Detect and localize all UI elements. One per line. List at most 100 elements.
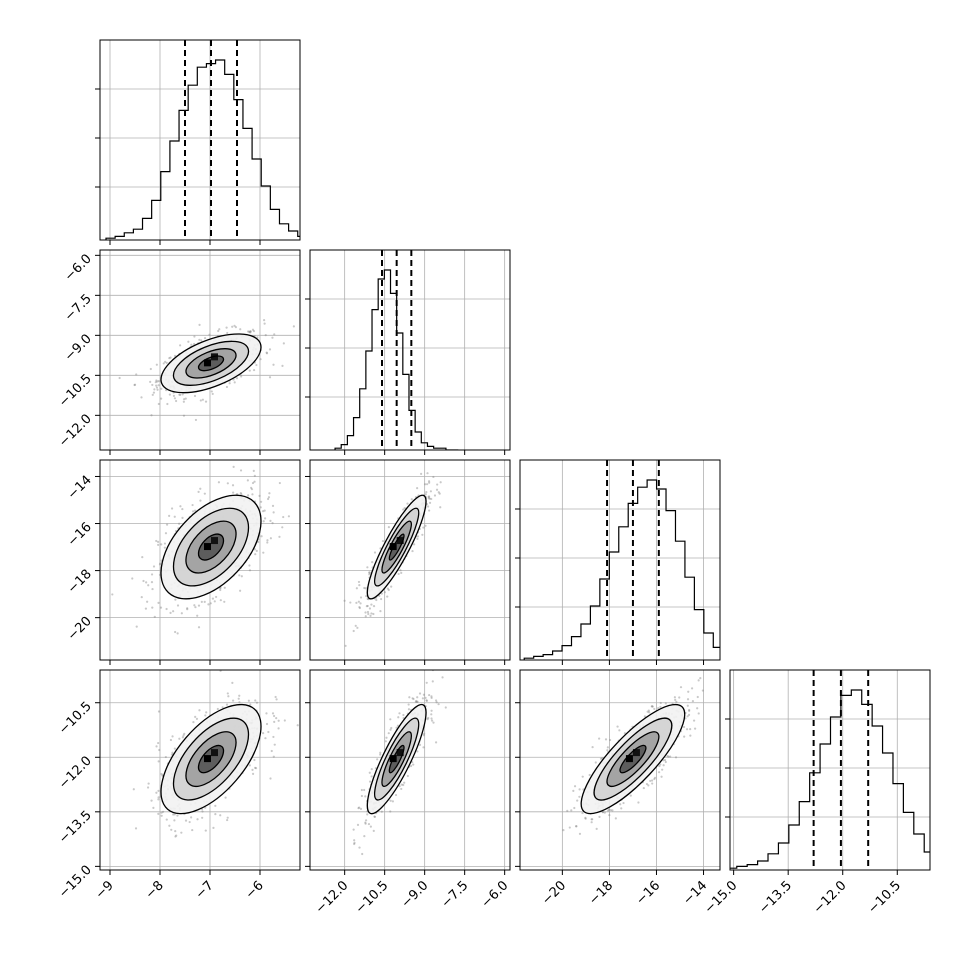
sample-point	[182, 398, 186, 401]
sample-point	[209, 602, 212, 605]
sample-point	[262, 551, 265, 554]
sample-point	[380, 592, 383, 595]
sample-point	[373, 551, 377, 554]
sample-point	[588, 773, 591, 777]
sample-point	[606, 809, 610, 812]
sample-point	[427, 495, 430, 498]
sample-point	[192, 510, 195, 513]
sample-point	[231, 325, 234, 328]
sample-point	[162, 810, 165, 813]
sample-point	[606, 746, 609, 749]
sample-point	[390, 585, 393, 588]
sample-point	[622, 801, 625, 805]
contour-line	[388, 744, 405, 774]
sample-point	[363, 788, 366, 792]
sample-point	[155, 791, 158, 794]
contour-line	[160, 703, 262, 815]
sample-point	[688, 709, 691, 712]
sample-point	[407, 708, 411, 711]
sample-point	[140, 596, 143, 599]
panel-frame	[99, 249, 301, 451]
sample-point	[572, 789, 575, 792]
sample-point	[221, 706, 224, 709]
sample-point	[426, 718, 429, 721]
sample-point	[379, 753, 382, 756]
y-tick-label: −7.5	[62, 292, 95, 325]
sample-point	[151, 393, 154, 396]
sample-point	[165, 607, 168, 611]
sample-point	[675, 700, 678, 703]
sample-point	[182, 414, 186, 417]
sample-point	[157, 798, 160, 801]
sample-point	[145, 581, 148, 584]
sample-point	[578, 788, 581, 791]
sample-point	[278, 481, 281, 485]
sample-point	[157, 812, 160, 815]
sample-point	[611, 809, 614, 812]
sample-point	[198, 323, 201, 327]
sample-point	[157, 402, 160, 406]
sample-point	[273, 720, 276, 724]
x-tick-label: −16	[633, 878, 663, 908]
sample-point	[397, 716, 400, 719]
sample-point	[142, 579, 145, 583]
sample-point	[253, 758, 256, 762]
sample-point	[282, 515, 285, 519]
histogram-panel: −15.0 −13.5 −12.0 −10.5	[702, 669, 931, 917]
density-peak	[204, 755, 211, 763]
sample-point	[201, 816, 204, 819]
sample-point	[424, 524, 427, 527]
sample-point	[264, 334, 267, 337]
sample-point	[357, 600, 360, 603]
sample-point	[629, 794, 632, 797]
sample-point	[369, 825, 372, 828]
sample-point	[418, 743, 422, 746]
sample-point	[604, 738, 608, 741]
sample-point	[155, 745, 158, 748]
sample-point	[159, 606, 163, 609]
sample-point	[384, 740, 387, 743]
sample-point	[168, 824, 171, 827]
sample-point	[266, 497, 270, 501]
sample-point	[178, 522, 181, 525]
sample-point	[258, 494, 261, 497]
scatter-panel: −20 −18 −16 −14	[65, 459, 301, 665]
sample-point	[432, 721, 435, 724]
sample-point	[210, 390, 213, 393]
sample-point	[386, 587, 390, 590]
sample-point	[584, 816, 587, 819]
sample-point	[373, 815, 376, 818]
x-tick-label: −15.0	[702, 878, 741, 917]
sample-point	[265, 352, 269, 355]
sample-point	[147, 782, 150, 785]
sample-point	[667, 755, 670, 758]
x-tick-label: −12.0	[313, 878, 352, 917]
sample-point	[132, 788, 135, 791]
sample-point	[618, 729, 621, 732]
sample-point	[208, 333, 211, 336]
sample-point	[215, 595, 218, 599]
sample-point	[247, 330, 250, 333]
sample-point	[415, 700, 418, 703]
x-tick-label: −18	[586, 878, 616, 908]
sample-point	[379, 547, 382, 550]
sample-point	[233, 381, 236, 384]
sample-point	[673, 696, 676, 699]
sample-point	[174, 630, 177, 634]
sample-point	[157, 543, 160, 546]
sample-point	[223, 586, 226, 589]
sample-point	[372, 612, 375, 616]
sample-point	[149, 380, 152, 383]
sample-point	[254, 699, 257, 702]
sample-point	[179, 393, 182, 396]
sample-point	[153, 388, 156, 391]
sample-point	[150, 799, 153, 802]
sample-point	[400, 783, 403, 786]
sample-point	[149, 367, 152, 371]
sample-point	[193, 335, 196, 338]
sample-point	[383, 591, 386, 594]
histogram-panel	[95, 39, 301, 245]
sample-point	[353, 839, 356, 842]
sample-point	[425, 699, 428, 702]
